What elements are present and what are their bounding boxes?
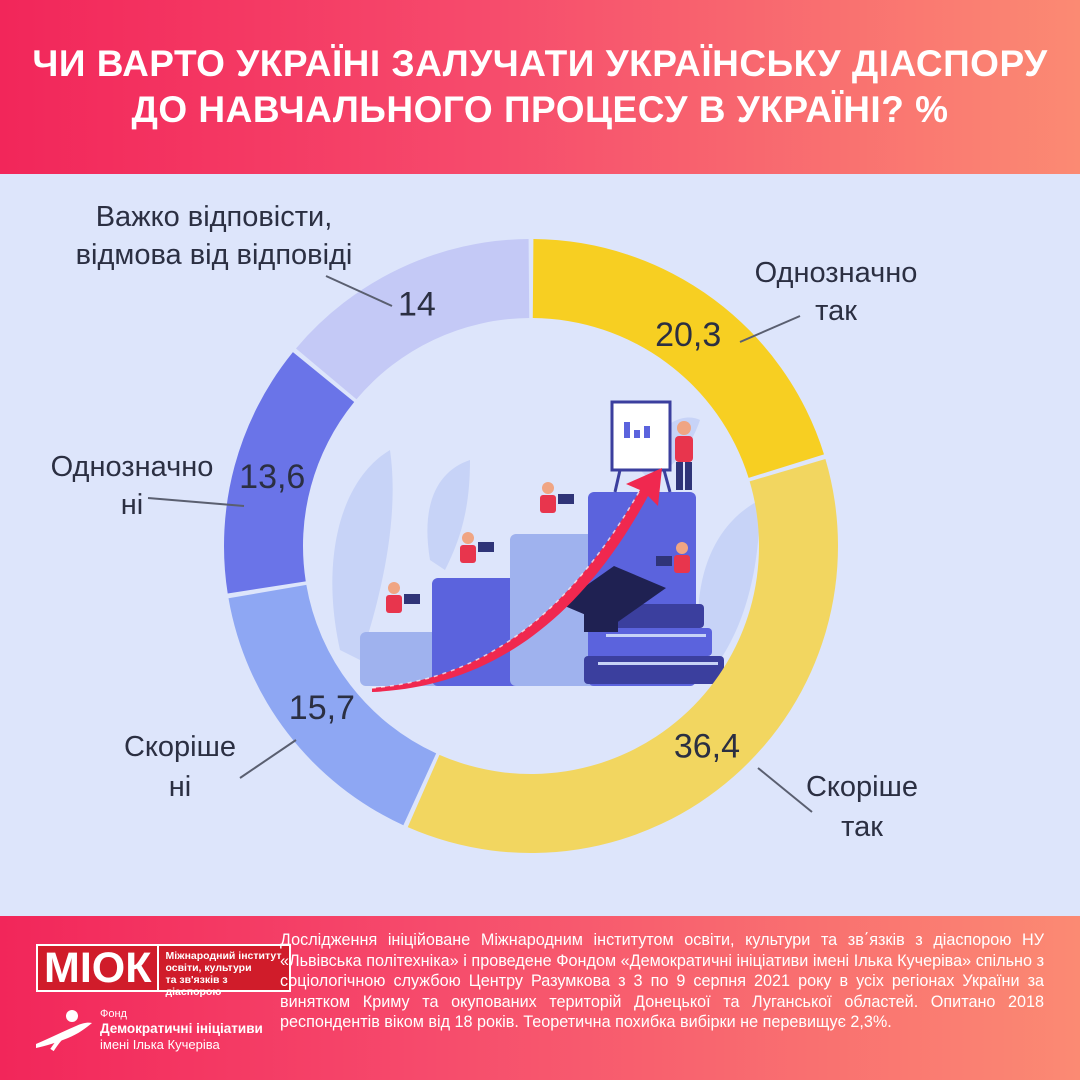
category-label-4-line-1: Однозначно: [51, 451, 214, 483]
leader-line-1: [739, 315, 801, 343]
value-labels: 20,3 36,4 15,7 13,6 14: [239, 286, 740, 766]
category-label-2-line-2: так: [841, 811, 883, 843]
title-line-1: ЧИ ВАРТО УКРАЇНІ ЗАЛУЧАТИ УКРАЇНСЬКУ ДІА…: [32, 43, 1048, 84]
title-line-2: ДО НАВЧАЛЬНОГО ПРОЦЕСУ В УКРАЇНІ? %: [131, 89, 949, 130]
fund-line-2: Демократичні ініціативи: [100, 1021, 263, 1036]
donut-slices: [224, 239, 838, 853]
category-label-2-line-1: Скоріше: [806, 771, 918, 803]
miok-logo-subtitle: Міжнародний інститут освіти, культури та…: [159, 944, 292, 998]
donut-slice-3: [228, 584, 437, 826]
leader-line-5: [325, 275, 393, 307]
category-label-3-line-2: ні: [169, 771, 191, 803]
category-label-3-line-1: Скоріше: [124, 731, 236, 763]
value-label-3: 15,7: [289, 689, 355, 727]
footer-banner: МІОК Міжнародний інститут освіти, культу…: [0, 916, 1080, 1080]
category-label-5-line-1: Важко відповісти,: [96, 201, 333, 233]
donut-chart: 20,3 36,4 15,7 13,6 14 Однозначно так Скоріше т…: [51, 201, 918, 853]
fund-line-1: Фонд: [100, 1008, 127, 1020]
miok-sub-line-1: Міжнародний інститут: [165, 950, 282, 962]
fund-logo: Фонд Демократичні ініціативи імені Ілька…: [32, 1008, 263, 1052]
fund-line-3: імені Ілька Кучеріва: [100, 1037, 220, 1052]
category-label-1-line-1: Однозначно: [755, 257, 918, 289]
category-labels: Однозначно так Скоріше так Скоріше ні Однознач…: [51, 201, 918, 843]
category-label-4-line-2: ні: [121, 489, 143, 521]
miok-logo: МІОК Міжнародний інститут освіти, культу…: [36, 944, 292, 998]
fund-runner-icon: [36, 1010, 92, 1052]
category-label-1-line-2: так: [815, 295, 857, 327]
leader-lines: [147, 275, 813, 813]
miok-sub-line-3: та зв'язків з діаспорою: [165, 974, 228, 998]
methodology-note: Дослідження ініційоване Міжнародним інст…: [280, 931, 1044, 1032]
donut-slice-5: [295, 239, 530, 400]
value-label-2: 36,4: [674, 728, 740, 766]
education-growth-illustration: [332, 400, 760, 692]
value-label-5: 14: [398, 286, 436, 324]
leader-line-2: [757, 767, 813, 813]
leader-line-4: [147, 497, 245, 507]
donut-slice-4: [224, 352, 355, 594]
miok-logo-mark: МІОК: [36, 944, 160, 992]
header-banner: ЧИ ВАРТО УКРАЇНІ ЗАЛУЧАТИ УКРАЇНСЬКУ ДІА…: [0, 0, 1080, 174]
fund-name: Фонд Демократичні ініціативи імені Ілька…: [100, 1008, 263, 1052]
value-label-4: 13,6: [239, 458, 305, 496]
donut-slice-2: [407, 458, 838, 853]
donut-slice-1: [532, 239, 824, 478]
miok-sub-line-2: освіти, культури: [165, 962, 252, 974]
category-label-5-line-2: відмова від відповіді: [76, 239, 353, 271]
value-label-1: 20,3: [655, 316, 721, 354]
leader-line-3: [239, 739, 297, 779]
